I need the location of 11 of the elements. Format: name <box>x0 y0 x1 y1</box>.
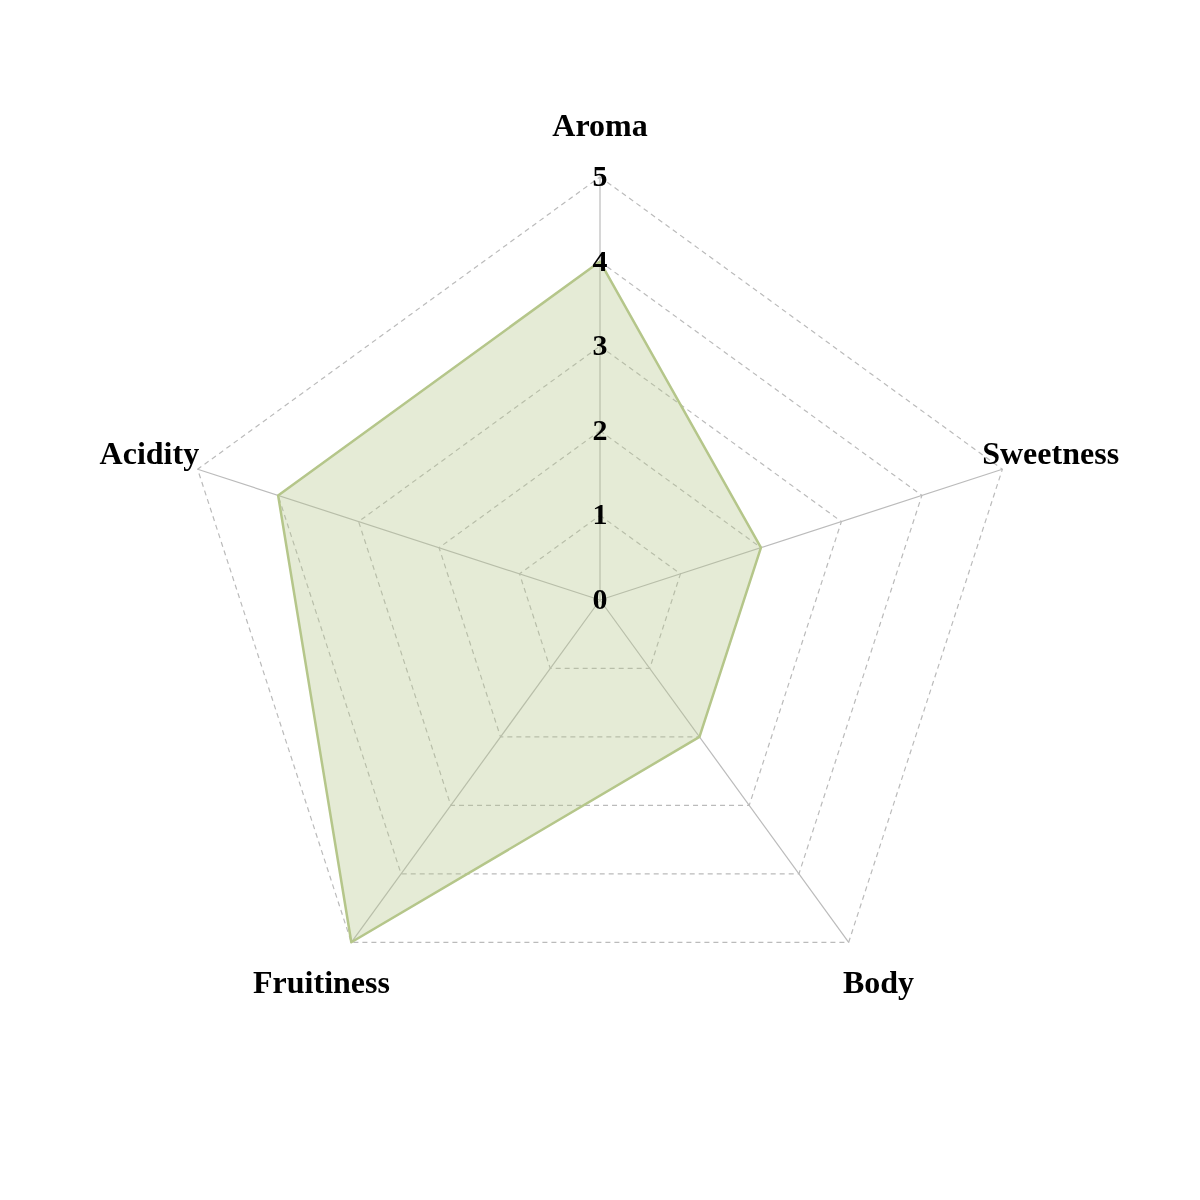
y-tick-label: 4 <box>592 243 608 277</box>
spoke-label: Body <box>842 964 915 1001</box>
spoke-label: Aroma <box>552 107 648 144</box>
spoke-label: Sweetness <box>982 434 1120 471</box>
y-tick-label: 3 <box>592 328 608 362</box>
y-tick-label: 2 <box>592 412 608 446</box>
y-tick-label: 5 <box>592 158 608 192</box>
spoke-label: Fruitiness <box>253 964 390 1001</box>
spoke-label: Acidity <box>99 434 200 471</box>
y-tick-label: 0 <box>592 582 608 615</box>
y-tick-label: 1 <box>592 497 608 531</box>
